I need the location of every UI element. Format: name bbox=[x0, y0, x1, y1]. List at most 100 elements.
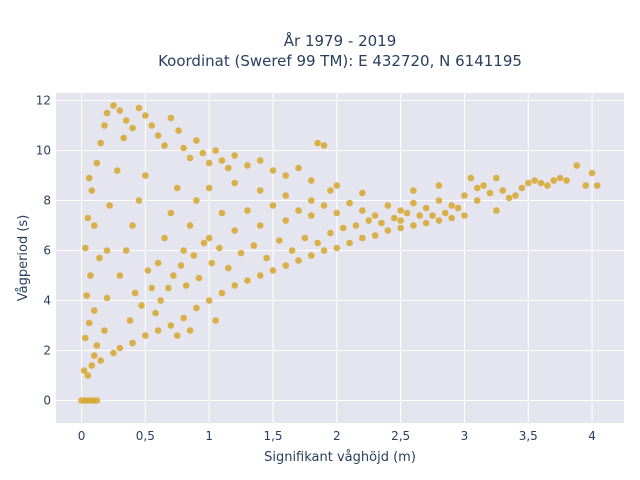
data-point bbox=[416, 212, 424, 219]
data-point bbox=[218, 157, 226, 164]
data-point bbox=[97, 357, 104, 364]
data-point bbox=[175, 127, 182, 134]
data-point bbox=[588, 169, 596, 177]
data-point bbox=[167, 209, 175, 217]
data-point bbox=[93, 159, 101, 167]
data-point bbox=[193, 197, 200, 204]
data-point bbox=[518, 184, 526, 192]
data-point bbox=[83, 292, 90, 299]
data-point bbox=[85, 174, 93, 182]
data-point bbox=[129, 222, 136, 229]
data-point bbox=[582, 182, 590, 189]
data-point bbox=[410, 222, 417, 229]
y-tick-label: 2 bbox=[43, 344, 51, 358]
data-point bbox=[173, 184, 181, 192]
data-point bbox=[244, 277, 251, 284]
data-point bbox=[473, 184, 481, 192]
data-point bbox=[182, 282, 190, 289]
data-point bbox=[327, 229, 334, 237]
data-point bbox=[113, 167, 121, 174]
data-point bbox=[410, 187, 417, 194]
data-point bbox=[93, 397, 101, 404]
x-tick-labels: 0 0,5 1 1,5 2 2,5 3 3,5 4 bbox=[78, 429, 596, 443]
plot-background bbox=[56, 93, 624, 423]
data-point bbox=[359, 207, 366, 214]
data-point bbox=[531, 177, 538, 184]
data-point bbox=[231, 227, 238, 234]
data-point bbox=[205, 297, 213, 304]
data-point bbox=[212, 147, 219, 154]
data-point bbox=[97, 139, 104, 147]
data-point bbox=[199, 149, 207, 157]
data-point bbox=[116, 272, 124, 279]
data-point bbox=[186, 222, 194, 229]
data-point bbox=[135, 104, 143, 112]
data-point bbox=[307, 252, 315, 259]
data-point bbox=[180, 247, 187, 254]
data-point bbox=[87, 272, 94, 279]
data-point bbox=[103, 294, 111, 302]
data-point bbox=[154, 259, 162, 267]
data-point bbox=[435, 182, 443, 189]
data-point bbox=[250, 242, 258, 249]
data-point bbox=[177, 262, 185, 269]
x-tick-label: 0 bbox=[78, 429, 86, 443]
data-point bbox=[473, 197, 481, 204]
data-point bbox=[122, 247, 130, 254]
data-point bbox=[282, 262, 290, 269]
y-tick-label: 12 bbox=[36, 94, 51, 108]
x-tick-label: 2 bbox=[333, 429, 341, 443]
data-point bbox=[82, 244, 89, 252]
data-point bbox=[103, 109, 111, 117]
data-point bbox=[461, 192, 468, 199]
data-point bbox=[129, 339, 136, 347]
y-tick-label: 10 bbox=[36, 144, 51, 158]
data-point bbox=[170, 272, 177, 279]
data-point bbox=[148, 284, 156, 292]
data-point bbox=[205, 184, 213, 192]
data-point bbox=[256, 187, 264, 194]
data-point bbox=[186, 154, 194, 162]
data-point bbox=[333, 244, 341, 252]
data-point bbox=[131, 289, 139, 297]
data-point bbox=[422, 204, 430, 212]
data-point bbox=[96, 254, 103, 262]
data-point bbox=[365, 217, 373, 224]
data-point bbox=[101, 327, 108, 334]
data-point bbox=[142, 172, 149, 179]
data-point bbox=[200, 239, 208, 247]
data-point bbox=[378, 219, 385, 227]
data-point bbox=[390, 214, 398, 222]
data-point bbox=[110, 349, 117, 357]
data-point bbox=[80, 367, 88, 374]
data-point bbox=[90, 307, 98, 314]
data-point bbox=[193, 137, 200, 144]
data-point bbox=[573, 162, 581, 169]
data-point bbox=[216, 244, 223, 252]
data-point bbox=[205, 159, 213, 167]
data-point bbox=[295, 257, 302, 264]
data-point bbox=[122, 117, 130, 124]
data-point bbox=[307, 212, 315, 219]
data-point bbox=[314, 139, 321, 147]
data-point bbox=[499, 187, 507, 194]
data-point bbox=[371, 232, 379, 239]
data-point bbox=[152, 309, 159, 317]
grid bbox=[56, 93, 624, 423]
data-point bbox=[256, 272, 264, 279]
data-point bbox=[231, 179, 238, 187]
data-point bbox=[218, 289, 226, 297]
data-point bbox=[339, 224, 347, 232]
data-point bbox=[384, 202, 392, 209]
data-point bbox=[126, 317, 134, 324]
data-point bbox=[320, 142, 328, 149]
data-point bbox=[116, 344, 124, 352]
chart-title: År 1979 - 2019 bbox=[284, 31, 397, 50]
data-point bbox=[493, 207, 500, 214]
data-point bbox=[195, 274, 203, 282]
data-point bbox=[435, 197, 443, 204]
data-point bbox=[106, 202, 113, 209]
data-point bbox=[101, 122, 108, 129]
data-point bbox=[129, 124, 136, 132]
